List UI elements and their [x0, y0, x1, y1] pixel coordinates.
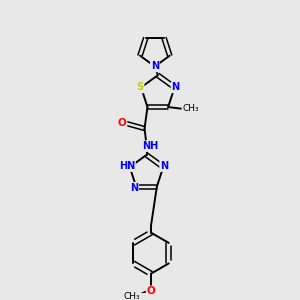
- Text: CH₃: CH₃: [123, 292, 140, 300]
- Text: O: O: [147, 286, 155, 296]
- Text: NH: NH: [142, 141, 158, 151]
- Text: N: N: [151, 61, 159, 71]
- Text: CH₃: CH₃: [182, 104, 199, 113]
- Text: N: N: [130, 183, 138, 193]
- Text: S: S: [136, 82, 144, 92]
- Text: N: N: [160, 161, 168, 171]
- Text: N: N: [172, 82, 180, 92]
- Text: HN: HN: [119, 161, 135, 171]
- Text: O: O: [118, 118, 127, 128]
